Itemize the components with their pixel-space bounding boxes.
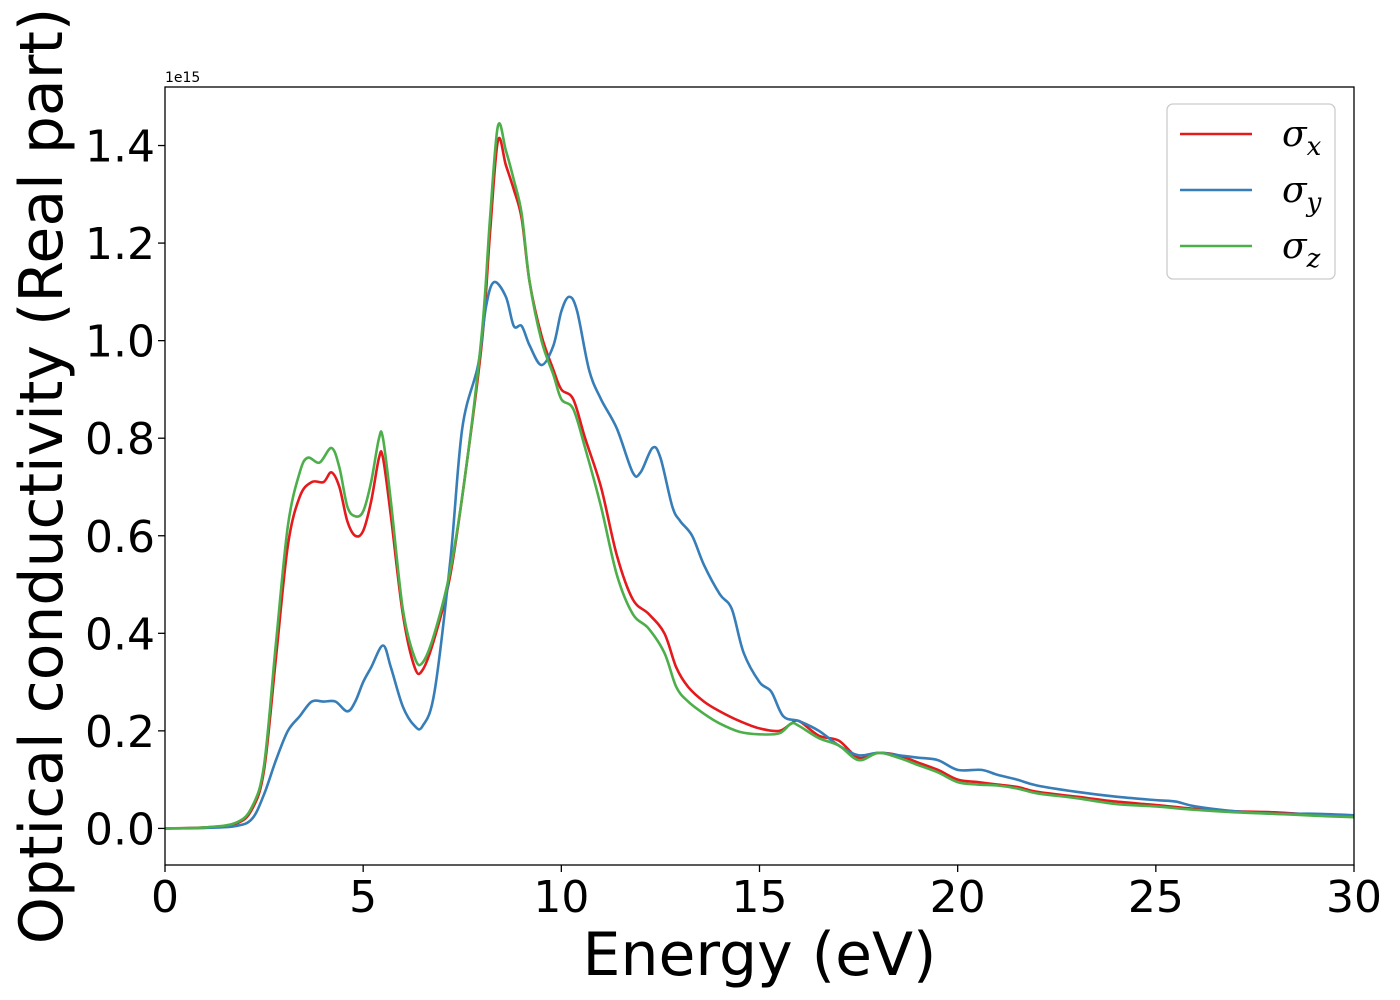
- series-line-z: [164, 122, 1355, 830]
- y-axis-title: Optical conductivity (Real part): [7, 8, 77, 945]
- y-tick-label: 0.0: [85, 804, 155, 855]
- x-tick-label: 30: [1326, 872, 1382, 923]
- series-line-x: [164, 136, 1355, 830]
- x-tick-label: 0: [151, 872, 179, 923]
- y-offset-label: 1e15: [165, 70, 200, 86]
- y-tick-label: 1.0: [85, 317, 155, 368]
- y-tick-label: 1.4: [85, 122, 155, 173]
- x-tick-label: 20: [930, 872, 986, 923]
- series-layer: [164, 122, 1355, 830]
- y-tick-label: 0.4: [85, 609, 155, 660]
- y-axis: 0.0 0.2 0.4 0.6 0.8 1.0 1.2 1.4: [85, 122, 165, 855]
- x-tick-label: 25: [1128, 872, 1184, 923]
- y-tick-label: 0.6: [85, 512, 155, 563]
- y-tick-label: 1.2: [85, 219, 155, 270]
- x-axis: 0 5 10 15 20 25 30: [151, 865, 1382, 923]
- x-axis-title: Energy (eV): [583, 920, 937, 990]
- x-tick-label: 5: [349, 872, 377, 923]
- legend-label-y: σy: [1282, 170, 1322, 218]
- y-tick-label: 0.2: [85, 707, 155, 758]
- y-tick-label: 0.8: [85, 414, 155, 465]
- x-tick-label: 10: [533, 872, 589, 923]
- series-line-y: [164, 280, 1355, 830]
- legend-box: [1166, 103, 1336, 280]
- x-tick-label: 15: [732, 872, 788, 923]
